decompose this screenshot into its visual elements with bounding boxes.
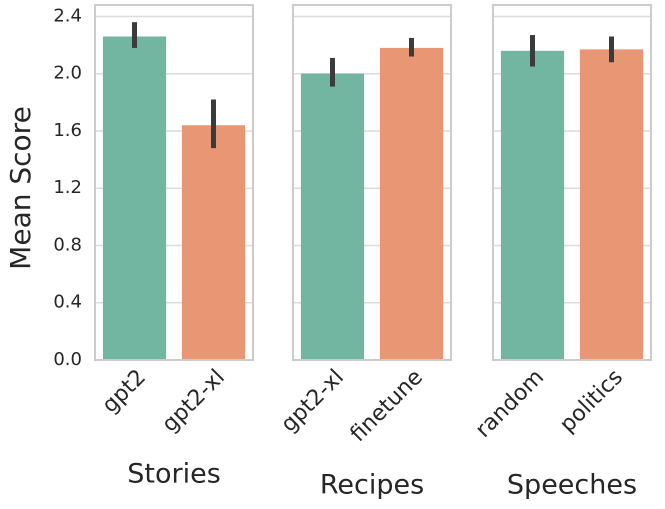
bar (379, 47, 444, 361)
y-tick-label: 0.0 (53, 349, 82, 370)
x-tick-label: gpt2-xl (157, 365, 230, 438)
y-tick-label: 0.4 (53, 292, 82, 313)
x-tick-label: gpt2-xl (276, 365, 349, 438)
x-tick-label: gpt2 (98, 365, 151, 418)
panel-frame (94, 4, 254, 361)
bar (500, 50, 565, 360)
x-axis-label: Recipes (320, 470, 424, 501)
bar (300, 73, 365, 360)
x-tick-label: random (471, 365, 549, 443)
x-tick-label: politics (555, 365, 628, 438)
y-tick-label: 1.6 (53, 120, 82, 141)
y-axis-label: Mean Score (4, 106, 37, 270)
x-axis-label: Speeches (507, 470, 637, 501)
panel-frame (492, 4, 652, 361)
x-axis-label: Stories (127, 459, 221, 490)
y-tick-label: 2.4 (53, 5, 82, 26)
x-tick-label: finetune (346, 365, 428, 447)
bar (181, 125, 246, 360)
y-tick-label: 1.2 (53, 177, 82, 198)
y-tick-label: 0.8 (53, 234, 82, 255)
panel-frame (292, 4, 452, 361)
y-tick-label: 2.0 (53, 63, 82, 84)
bar (102, 36, 167, 360)
bar (579, 49, 644, 360)
